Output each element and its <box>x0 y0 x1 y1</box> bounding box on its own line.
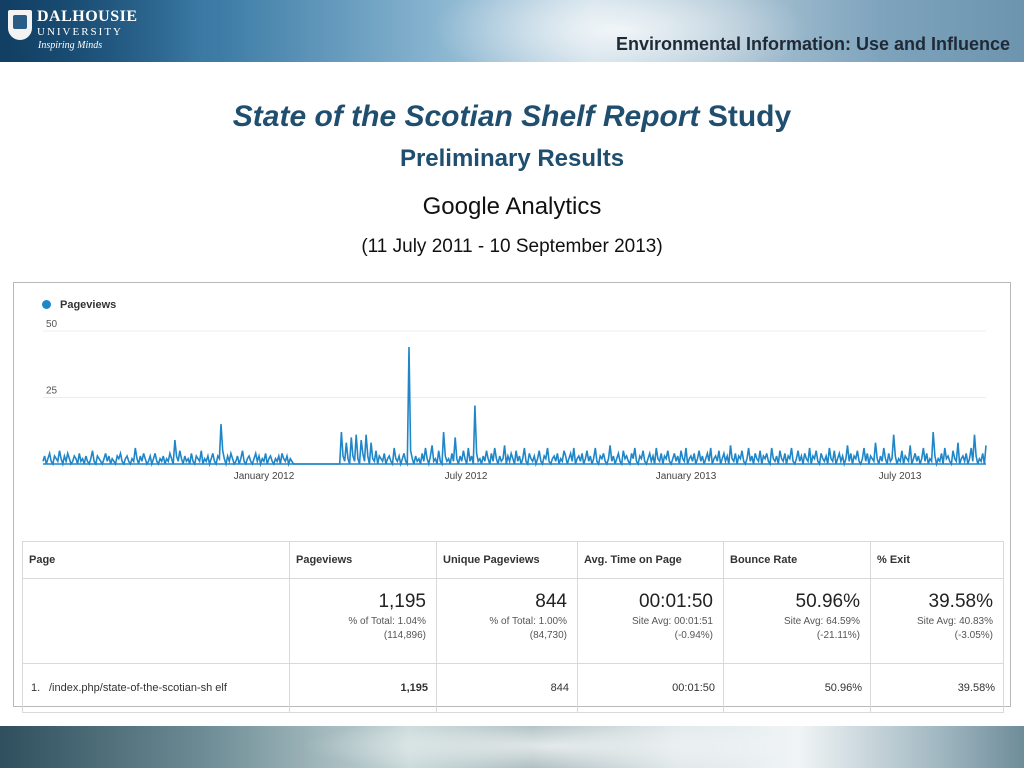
banner-shade <box>0 0 200 62</box>
summary-value: 1,195 <box>378 591 426 612</box>
row-pageviews: 1,195 <box>289 663 437 713</box>
pageviews-chart: 50 25 January 2012 July 2012 January 2013 Jul… <box>42 319 987 482</box>
summary-sub: Site Avg: 00:01:51 <box>632 616 713 627</box>
header-banner: DALHOUSIE UNIVERSITY Inspiring Minds Env… <box>0 0 1024 62</box>
y-tick-label: 50 <box>46 319 58 330</box>
logo-line1: DALHOUSIE <box>37 8 138 25</box>
summary-sub: (-21.11%) <box>816 630 860 641</box>
col-header-unique-pageviews[interactable]: Unique Pageviews <box>436 541 578 579</box>
row-exit: 39.58% <box>870 663 1004 713</box>
y-tick-label: 25 <box>46 386 58 397</box>
col-header-avg-time[interactable]: Avg. Time on Page <box>577 541 724 579</box>
summary-sub: (-3.05%) <box>954 630 993 641</box>
logo-line2: UNIVERSITY <box>37 26 123 38</box>
summary-sub: (114,896) <box>383 630 426 641</box>
wave-decoration <box>300 726 800 768</box>
summary-sub: Site Avg: 64.59% <box>784 616 860 627</box>
x-tick-label: January 2012 <box>234 471 295 482</box>
summary-value: 50.96% <box>795 591 860 612</box>
chart-legend: Pageviews <box>42 299 116 311</box>
page-cell[interactable]: 1. /index.php/state-of-the-scotian-sh elf <box>22 663 290 713</box>
logo-tagline: Inspiring Minds <box>38 40 103 51</box>
header-title: Environmental Information: Use and Influ… <box>615 34 1010 54</box>
x-tick-label: January 2013 <box>656 471 717 482</box>
col-header-pageviews[interactable]: Pageviews <box>289 541 437 579</box>
slide-subtitle: Preliminary Results <box>399 145 625 172</box>
summary-avg-time: 00:01:50 Site Avg: 00:01:51 (-0.94%) <box>577 578 724 664</box>
page-link[interactable]: /index.php/state-of-the-scotian-sh elf <box>49 682 227 694</box>
analytics-panel: Pageviews 50 25 January 2012 July 2012 Janua… <box>13 282 1011 713</box>
analytics-table: Page Pageviews Unique Pageviews Avg. Tim… <box>22 541 1004 713</box>
slide-title-italic: State of the Scotian Shelf Report <box>232 100 700 133</box>
summary-sub: % of Total: 1.00% <box>489 616 567 627</box>
shield-icon <box>8 10 32 40</box>
summary-value: 844 <box>535 591 567 612</box>
analytics-heading: Google Analytics <box>422 193 602 220</box>
summary-sub: (84,730) <box>529 630 567 641</box>
row-bounce: 50.96% <box>723 663 871 713</box>
x-tick-label: July 2013 <box>879 471 922 482</box>
col-header-page[interactable]: Page <box>22 541 290 579</box>
legend-label: Pageviews <box>60 299 117 311</box>
slide-title-rest: Study <box>699 100 792 133</box>
summary-value: 00:01:50 <box>639 591 713 612</box>
summary-value: 39.58% <box>928 591 993 612</box>
footer-banner <box>0 726 1024 768</box>
summary-sub: (-0.94%) <box>674 630 713 641</box>
slide-title: State of the Scotian Shelf Report Study <box>0 100 1024 134</box>
row-unique: 844 <box>436 663 578 713</box>
table-header-row: Page Pageviews Unique Pageviews Avg. Tim… <box>22 541 1004 579</box>
summary-sub: Site Avg: 40.83% <box>917 616 993 627</box>
dalhousie-logo: DALHOUSIE UNIVERSITY Inspiring Minds <box>8 6 143 54</box>
x-tick-label: July 2012 <box>445 471 488 482</box>
summary-row: 1,195 % of Total: 1.04% (114,896) 844 % of … <box>22 578 1004 664</box>
row-avg-time: 00:01:50 <box>577 663 724 713</box>
summary-bounce: 50.96% Site Avg: 64.59% (-21.11%) <box>723 578 871 664</box>
wave-spray-decoration <box>430 0 810 62</box>
pageviews-series-line <box>42 346 987 468</box>
legend-dot-icon <box>42 300 51 309</box>
summary-unique: 844 % of Total: 1.00% (84,730) <box>436 578 578 664</box>
summary-exit: 39.58% Site Avg: 40.83% (-3.05%) <box>870 578 1004 664</box>
date-range: (11 July 2011 - 10 September 2013) <box>361 236 663 257</box>
summary-sub: % of Total: 1.04% <box>348 616 426 627</box>
summary-pageviews: 1,195 % of Total: 1.04% (114,896) <box>289 578 437 664</box>
col-header-exit[interactable]: % Exit <box>870 541 1004 579</box>
summary-empty-cell <box>22 578 290 664</box>
table-row[interactable]: 1. /index.php/state-of-the-scotian-sh elf… <box>22 663 1004 713</box>
row-number: 1. <box>31 682 41 694</box>
col-header-bounce-rate[interactable]: Bounce Rate <box>723 541 871 579</box>
